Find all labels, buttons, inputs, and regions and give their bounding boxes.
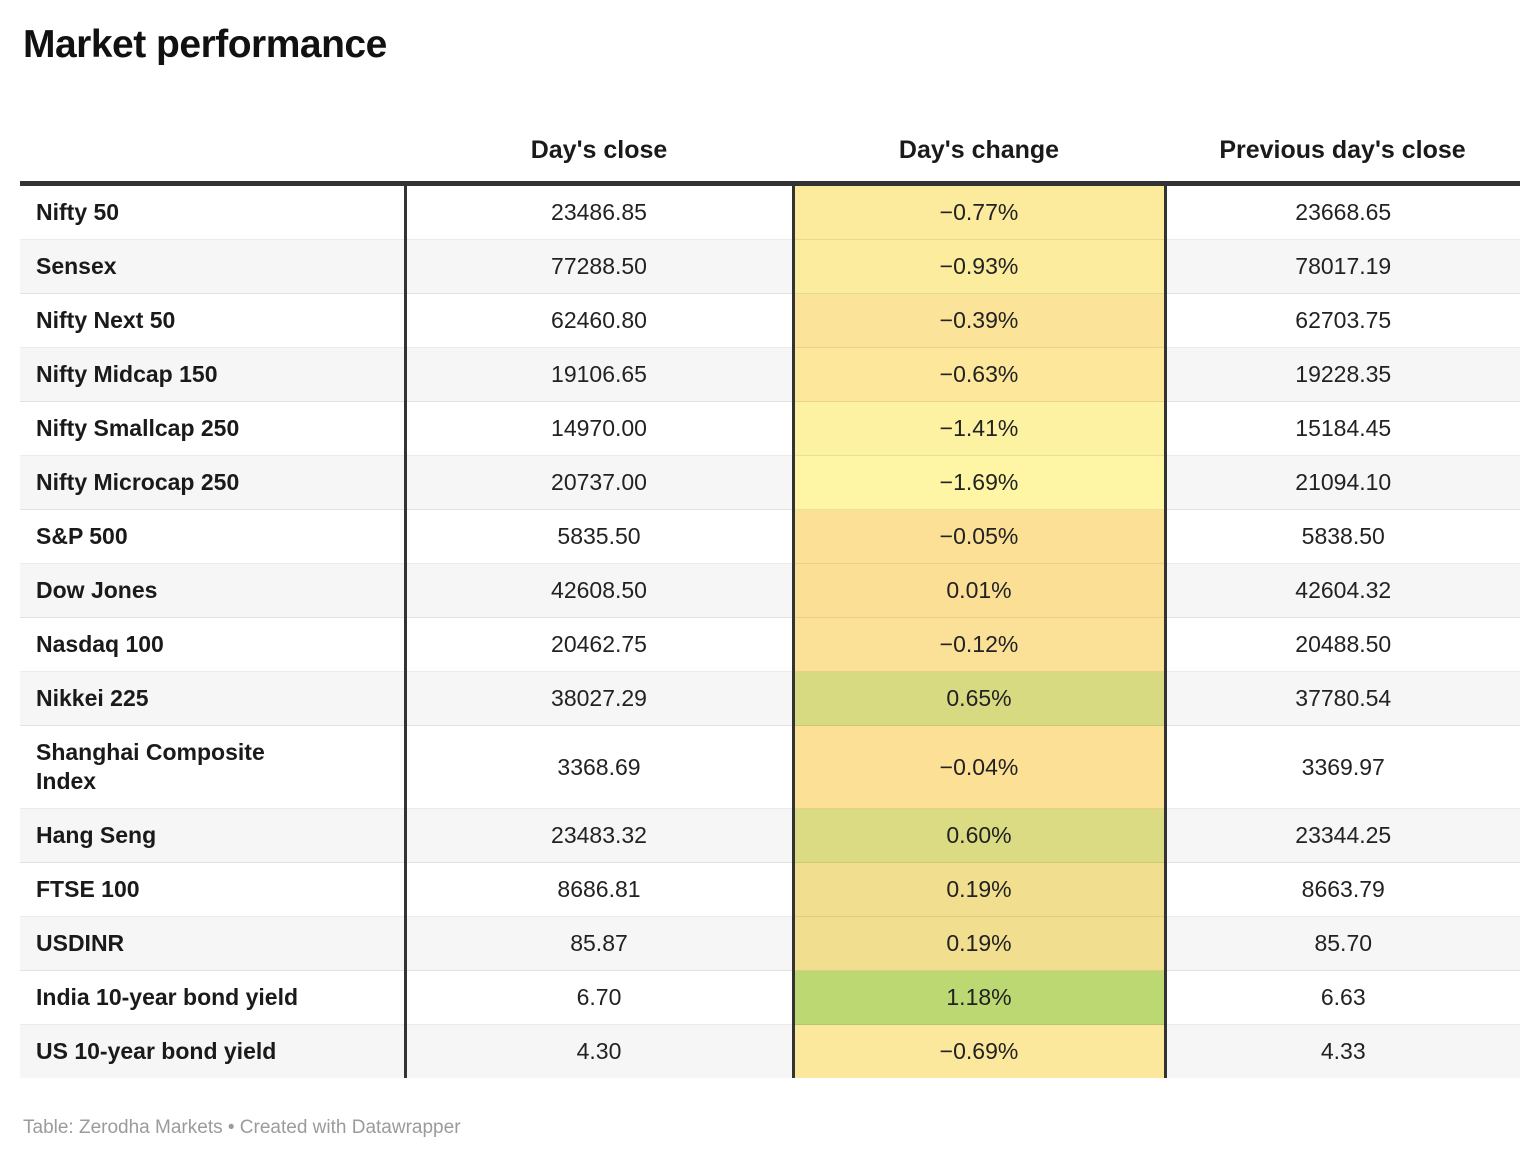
days-change-cell: 1.18% (791, 970, 1165, 1025)
table-row: Hang Seng 23483.32 0.60% 23344.25 (20, 808, 1520, 863)
days-close-cell: 23483.32 (403, 808, 793, 863)
days-close-cell: 23486.85 (403, 183, 793, 240)
days-change-cell: −0.04% (791, 725, 1165, 809)
table-row: Nifty Smallcap 250 14970.00 −1.41% 15184.45 (20, 401, 1520, 456)
index-label-cell: Nifty Microcap 250 (20, 455, 405, 510)
column-header-days-close: Day's close (405, 96, 793, 186)
index-label-cell: Nifty Next 50 (20, 293, 405, 348)
index-label-cell: Nifty 50 (36, 199, 120, 225)
days-change-cell: 0.60% (791, 808, 1165, 863)
index-label-cell: S&P 500 (20, 509, 405, 564)
index-label-cell: Nikkei 225 (20, 671, 405, 726)
days-change-cell: −0.93% (791, 239, 1165, 294)
column-header-index (20, 96, 405, 186)
table-footer: Table: Zerodha Markets • Created with Da… (23, 1117, 461, 1138)
previous-days-close-cell: 37780.54 (1163, 671, 1520, 726)
previous-days-close-cell: 62703.75 (1163, 293, 1520, 348)
table-row: Nifty Midcap 150 19106.65 −0.63% 19228.35 (20, 347, 1520, 402)
days-change-cell: −1.41% (791, 401, 1165, 456)
index-label-cell: Sensex (20, 239, 405, 294)
table-row: Nikkei 225 38027.29 0.65% 37780.54 (20, 671, 1520, 726)
table-row: US 10-year bond yield 4.30 −0.69% 4.33 (20, 1024, 1520, 1078)
table-row: FTSE 100 8686.81 0.19% 8663.79 (20, 862, 1520, 917)
table-row: Shanghai Composite Index 3368.69 −0.04% 336… (20, 725, 1520, 809)
days-close-cell: 38027.29 (403, 671, 793, 726)
days-change-cell: −0.05% (791, 509, 1165, 564)
table-row: Nifty Next 50 62460.80 −0.39% 62703.75 (20, 293, 1520, 348)
days-close-cell: 20737.00 (403, 455, 793, 510)
days-change-cell: 0.19% (791, 916, 1165, 971)
days-close-cell: 77288.50 (403, 239, 793, 294)
previous-days-close-cell: 23344.25 (1163, 808, 1520, 863)
days-change-cell: −0.77% (791, 183, 1165, 240)
days-close-cell: 62460.80 (403, 293, 793, 348)
previous-days-close-cell: 42604.32 (1163, 563, 1520, 618)
previous-days-close-cell: 4.33 (1163, 1024, 1520, 1078)
previous-days-close-cell: 85.70 (1163, 916, 1520, 971)
days-close-cell: 42608.50 (403, 563, 793, 618)
days-close-cell: 20462.75 (403, 617, 793, 672)
table-row: India 10-year bond yield 6.70 1.18% 6.63 (20, 970, 1520, 1025)
days-close-cell: 5835.50 (403, 509, 793, 564)
table-row: Nifty 50 23486.85 −0.77% 23668.65 (20, 183, 1520, 240)
index-label-cell: FTSE 100 (20, 862, 405, 917)
index-label-cell: India 10-year bond yield (20, 970, 405, 1025)
index-label-cell: Dow Jones (20, 563, 405, 618)
days-change-cell: −1.69% (791, 455, 1165, 510)
days-change-cell: 0.19% (791, 862, 1165, 917)
previous-days-close-cell: 78017.19 (1163, 239, 1520, 294)
days-change-cell: 0.01% (791, 563, 1165, 618)
index-label-cell: US 10-year bond yield (20, 1024, 405, 1078)
previous-days-close-cell: 21094.10 (1163, 455, 1520, 510)
header-row: Day's close Day's change Previous day's … (20, 96, 1520, 186)
days-change-cell: −0.69% (791, 1024, 1165, 1078)
days-close-cell: 14970.00 (403, 401, 793, 456)
previous-days-close-cell: 6.63 (1163, 970, 1520, 1025)
table-header: Day's close Day's change Previous day's … (20, 96, 1520, 186)
previous-days-close-cell: 15184.45 (1163, 401, 1520, 456)
table-row: Sensex 77288.50 −0.93% 78017.19 (20, 239, 1520, 294)
days-change-cell: 0.65% (791, 671, 1165, 726)
table-row: Nasdaq 100 20462.75 −0.12% 20488.50 (20, 617, 1520, 672)
previous-days-close-cell: 19228.35 (1163, 347, 1520, 402)
column-header-days-change: Day's change (793, 96, 1165, 186)
page-title: Market performance (23, 23, 387, 66)
days-close-cell: 85.87 (403, 916, 793, 971)
index-label-cell: Hang Seng (20, 808, 405, 863)
days-close-cell: 19106.65 (403, 347, 793, 402)
index-label-cell: Shanghai Composite Index (20, 725, 405, 809)
page: Market performance Day's close Day's cha… (20, 23, 1520, 1138)
table-row: S&P 500 5835.50 −0.05% 5838.50 (20, 509, 1520, 564)
index-label-cell: USDINR (20, 916, 405, 971)
days-change-cell: −0.63% (791, 347, 1165, 402)
column-header-previous-days-close: Previous day's close (1165, 96, 1520, 186)
table-row: Nifty Microcap 250 20737.00 −1.69% 21094.10 (20, 455, 1520, 510)
index-label-cell: Nasdaq 100 (20, 617, 405, 672)
market-performance-table: Day's close Day's change Previous day's … (20, 96, 1520, 1078)
table-body: Nifty 50 23486.85 −0.77% 23668.65 Sensex 7728… (20, 183, 1520, 1078)
previous-days-close-cell: 3369.97 (1163, 725, 1520, 809)
days-close-cell: 4.30 (403, 1024, 793, 1078)
days-change-cell: −0.12% (791, 617, 1165, 672)
days-change-cell: −0.39% (791, 293, 1165, 348)
days-close-cell: 3368.69 (403, 725, 793, 809)
days-close-cell: 6.70 (403, 970, 793, 1025)
table-row: Dow Jones 42608.50 0.01% 42604.32 (20, 563, 1520, 618)
table-row: USDINR 85.87 0.19% 85.70 (20, 916, 1520, 971)
days-close-cell: 8686.81 (403, 862, 793, 917)
previous-days-close-cell: 8663.79 (1163, 862, 1520, 917)
previous-days-close-cell: 20488.50 (1163, 617, 1520, 672)
index-label-cell: Nifty Smallcap 250 (20, 401, 405, 456)
index-label-cell: Nifty Midcap 150 (20, 347, 405, 402)
previous-days-close-cell: 5838.50 (1163, 509, 1520, 564)
previous-days-close-cell: 23668.65 (1163, 183, 1520, 240)
